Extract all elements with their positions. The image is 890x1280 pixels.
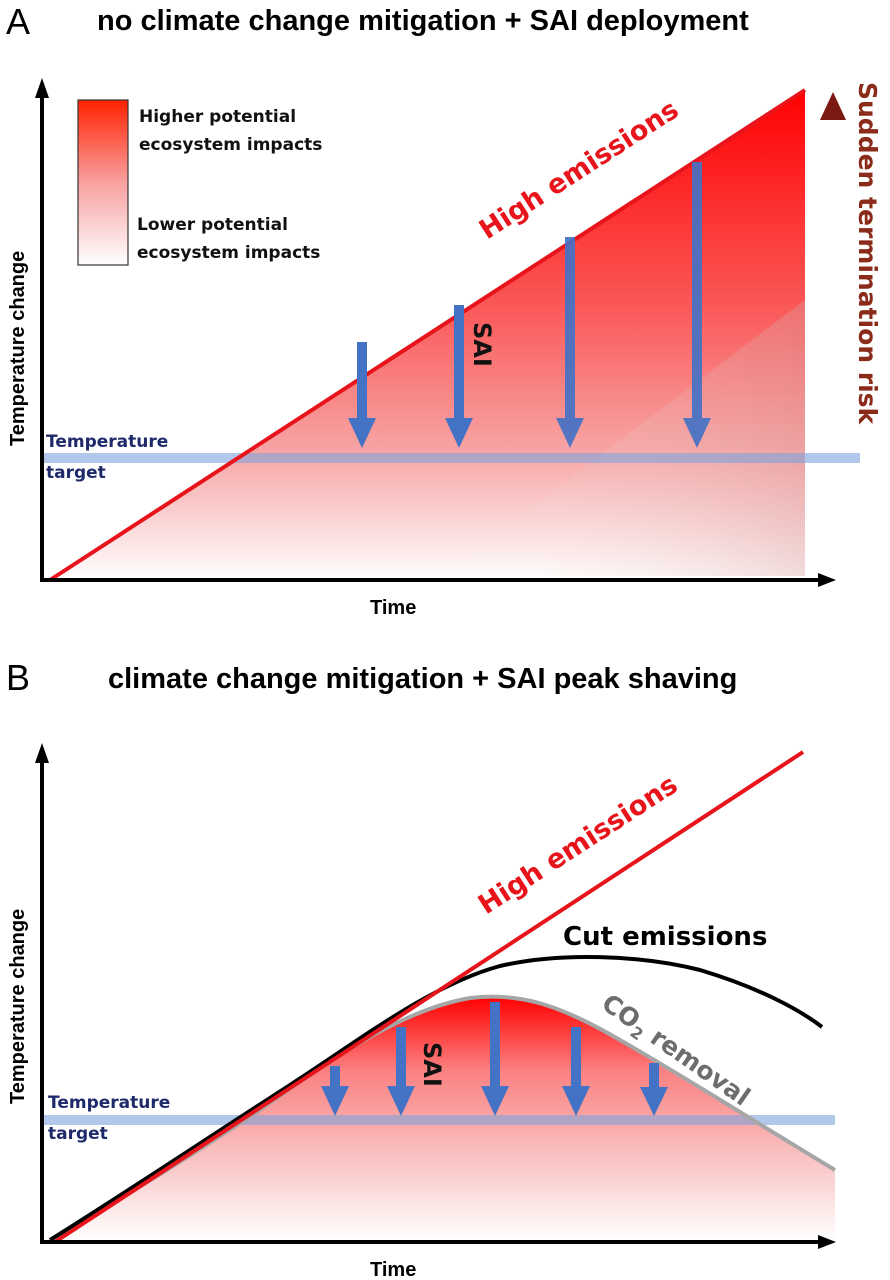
legend-low-line1: Lower potential bbox=[137, 215, 288, 235]
legend-high-line1: Higher potential bbox=[139, 107, 296, 127]
panel-a-impact-fill-shade bbox=[440, 300, 805, 576]
panel-b: B climate change mitigation + SAI peak s… bbox=[6, 657, 837, 1280]
panel-a-target-band bbox=[42, 453, 860, 463]
panel-b-cut-emissions-curve bbox=[48, 954, 824, 1242]
panel-a-sai-arrow bbox=[683, 162, 711, 448]
legend-high-line2: ecosystem impacts bbox=[139, 135, 322, 155]
panel-b-y-axis-arrowhead-icon bbox=[35, 743, 49, 763]
panel-b-title: climate change mitigation + SAI peak sha… bbox=[108, 663, 737, 695]
termination-risk-label: Sudden termination risk bbox=[853, 82, 882, 426]
panel-a-sai-arrow bbox=[348, 342, 376, 448]
panel-b-target-label-line1: Temperature bbox=[48, 1093, 170, 1113]
panel-b-sai-arrow bbox=[640, 1063, 668, 1116]
panel-a-y-axis-arrowhead-icon bbox=[35, 78, 49, 98]
panel-a-title: no climate change mitigation + SAI deplo… bbox=[97, 5, 749, 37]
panel-b-high-emissions-line bbox=[53, 750, 805, 1244]
panel-a-sai-arrow bbox=[445, 305, 473, 448]
panel-a-letter: A bbox=[6, 1, 30, 42]
panel-b-cut-emissions-label: Cut emissions bbox=[563, 922, 767, 952]
panel-b-sai-arrow bbox=[481, 1002, 509, 1116]
panel-a-target-label-line2: target bbox=[46, 463, 106, 483]
legend-low-line2: ecosystem impacts bbox=[137, 243, 320, 263]
panel-b-sai-label: SAI bbox=[418, 1042, 446, 1087]
panel-a-high-emissions-line bbox=[48, 88, 807, 582]
panel-b-letter: B bbox=[6, 657, 30, 698]
panel-a-x-axis-arrowhead-icon bbox=[818, 573, 836, 587]
panel-a-y-axis-label: Temperature change bbox=[7, 251, 29, 446]
panel-b-y-axis-label: Temperature change bbox=[7, 909, 29, 1104]
panel-a-sai-arrow bbox=[556, 237, 584, 448]
panel-a-target-label-line1: Temperature bbox=[46, 432, 168, 452]
panel-b-x-axis-label: Time bbox=[370, 1259, 416, 1280]
panel-a-x-axis-label: Time bbox=[370, 597, 416, 619]
impact-legend-swatch bbox=[77, 99, 129, 266]
panel-b-sai-arrow bbox=[562, 1027, 590, 1116]
panel-b-sai-arrow bbox=[387, 1027, 415, 1116]
termination-risk-arrow bbox=[820, 92, 846, 450]
panel-b-sai-arrow bbox=[321, 1066, 349, 1116]
panel-b-target-label-line2: target bbox=[48, 1124, 108, 1144]
panel-b-target-band bbox=[42, 1115, 835, 1125]
panel-a-sai-label: SAI bbox=[468, 322, 496, 367]
panel-a: A no climate change mitigation + SAI dep… bbox=[6, 1, 882, 619]
panel-b-x-axis-arrowhead-icon bbox=[818, 1235, 836, 1249]
